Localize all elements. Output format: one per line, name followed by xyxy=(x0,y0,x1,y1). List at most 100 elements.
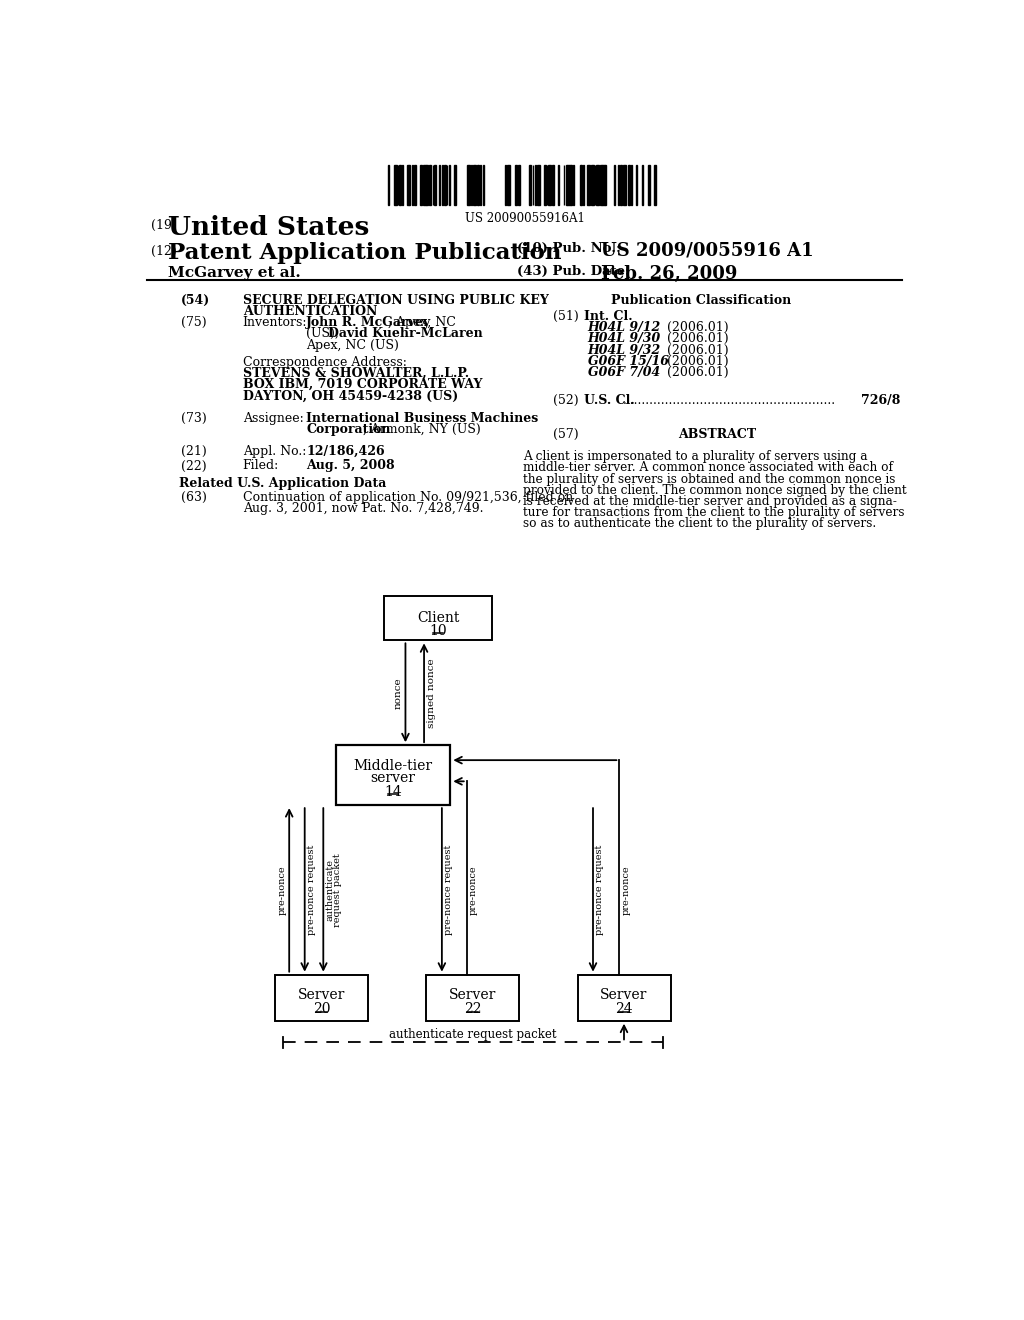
Text: Middle-tier: Middle-tier xyxy=(353,759,432,774)
Bar xyxy=(507,165,510,205)
Text: United States: United States xyxy=(168,215,370,240)
Text: so as to authenticate the client to the plurality of servers.: so as to authenticate the client to the … xyxy=(523,517,877,531)
Text: BOX IBM, 7019 CORPORATE WAY: BOX IBM, 7019 CORPORATE WAY xyxy=(243,379,482,391)
Text: Int. Cl.: Int. Cl. xyxy=(584,310,633,323)
Text: (75): (75) xyxy=(180,317,206,329)
Text: ture for transactions from the client to the plurality of servers: ture for transactions from the client to… xyxy=(523,506,905,519)
Bar xyxy=(648,165,649,205)
Text: (22): (22) xyxy=(180,459,206,473)
Bar xyxy=(467,165,470,205)
Bar xyxy=(426,165,428,205)
Text: Feb. 26, 2009: Feb. 26, 2009 xyxy=(601,264,737,282)
Text: Appl. No.:: Appl. No.: xyxy=(243,445,306,458)
Bar xyxy=(401,165,403,205)
Text: request packet: request packet xyxy=(333,853,342,927)
Text: pre-nonce: pre-nonce xyxy=(278,865,287,915)
Text: McGarvey et al.: McGarvey et al. xyxy=(168,267,301,280)
Text: signed nonce: signed nonce xyxy=(427,657,436,727)
Bar xyxy=(614,165,615,205)
Text: .......................................................: ........................................… xyxy=(623,395,836,408)
Bar xyxy=(399,165,400,205)
Bar xyxy=(384,595,493,640)
Text: G06F 7/04: G06F 7/04 xyxy=(588,366,659,379)
Bar xyxy=(567,165,570,205)
Text: Patent Application Publication: Patent Application Publication xyxy=(168,242,562,264)
Bar xyxy=(552,165,554,205)
Text: , Armonk, NY (US): , Armonk, NY (US) xyxy=(362,422,480,436)
Text: (52): (52) xyxy=(553,395,579,408)
Bar xyxy=(449,165,451,205)
Text: authenticate: authenticate xyxy=(326,859,335,921)
Text: Server: Server xyxy=(450,989,497,1002)
Bar xyxy=(426,974,519,1020)
Text: H04L 9/12: H04L 9/12 xyxy=(588,321,660,334)
Text: (19): (19) xyxy=(152,218,177,231)
Text: A client is impersonated to a plurality of servers using a: A client is impersonated to a plurality … xyxy=(523,450,868,463)
Text: 24: 24 xyxy=(615,1002,633,1016)
Bar xyxy=(529,165,531,205)
Text: US 20090055916A1: US 20090055916A1 xyxy=(465,213,585,226)
Bar xyxy=(275,974,369,1020)
Text: (43) Pub. Date:: (43) Pub. Date: xyxy=(517,264,630,277)
Text: provided to the client. The common nonce signed by the client: provided to the client. The common nonce… xyxy=(523,483,907,496)
Bar xyxy=(442,165,443,205)
Text: server: server xyxy=(371,771,416,785)
Text: , Apex, NC: , Apex, NC xyxy=(388,317,456,329)
Text: (2006.01): (2006.01) xyxy=(667,333,728,346)
Bar xyxy=(617,165,620,205)
Bar xyxy=(572,165,574,205)
Text: US 2009/0055916 A1: US 2009/0055916 A1 xyxy=(601,242,813,260)
Text: (51): (51) xyxy=(553,310,579,323)
Bar xyxy=(591,165,594,205)
Text: (10) Pub. No.:: (10) Pub. No.: xyxy=(517,242,621,255)
Text: U.S. Cl.: U.S. Cl. xyxy=(584,395,635,408)
Bar xyxy=(578,974,671,1020)
Text: (63): (63) xyxy=(180,491,207,504)
Text: 10: 10 xyxy=(429,624,446,639)
Text: the plurality of servers is obtained and the common nonce is: the plurality of servers is obtained and… xyxy=(523,473,896,486)
Bar xyxy=(548,165,551,205)
Bar xyxy=(518,165,520,205)
Text: (2006.01): (2006.01) xyxy=(667,321,728,334)
Text: Assignee:: Assignee: xyxy=(243,412,303,425)
Text: (54): (54) xyxy=(180,294,210,308)
Bar xyxy=(538,165,540,205)
Text: International Business Machines: International Business Machines xyxy=(306,412,539,425)
Text: H04L 9/30: H04L 9/30 xyxy=(588,333,660,346)
Bar xyxy=(394,165,397,205)
Text: (57): (57) xyxy=(553,428,579,441)
Bar xyxy=(388,165,389,205)
Text: Correspondence Address:: Correspondence Address: xyxy=(243,356,407,368)
Text: 22: 22 xyxy=(464,1002,481,1016)
Text: (2006.01): (2006.01) xyxy=(667,366,728,379)
Text: pre-nonce request: pre-nonce request xyxy=(595,845,604,935)
Bar xyxy=(473,165,476,205)
Bar xyxy=(407,165,409,205)
Bar xyxy=(454,165,456,205)
Text: Continuation of application No. 09/921,536, filed on: Continuation of application No. 09/921,5… xyxy=(243,491,573,504)
Text: (21): (21) xyxy=(180,445,207,458)
Text: (12): (12) xyxy=(152,244,177,257)
Text: Filed:: Filed: xyxy=(243,459,279,473)
Bar xyxy=(596,165,599,205)
Text: (73): (73) xyxy=(180,412,207,425)
Bar xyxy=(602,165,604,205)
Text: 14: 14 xyxy=(384,785,402,799)
Text: SECURE DELEGATION USING PUBLIC KEY: SECURE DELEGATION USING PUBLIC KEY xyxy=(243,294,549,308)
Text: nonce: nonce xyxy=(393,677,402,709)
Bar xyxy=(420,165,422,205)
Text: authenticate request packet: authenticate request packet xyxy=(389,1028,557,1040)
Bar xyxy=(471,165,472,205)
Bar xyxy=(624,165,627,205)
Text: H04L 9/32: H04L 9/32 xyxy=(588,343,660,356)
Text: Server: Server xyxy=(600,989,648,1002)
Text: 726/8: 726/8 xyxy=(861,395,901,408)
Bar xyxy=(336,744,451,805)
Text: Inventors:: Inventors: xyxy=(243,317,307,329)
Text: Publication Classification: Publication Classification xyxy=(611,294,792,308)
Bar xyxy=(621,165,622,205)
Text: pre-nonce: pre-nonce xyxy=(469,865,478,915)
Text: 12/186,426: 12/186,426 xyxy=(306,445,385,458)
Bar xyxy=(434,165,435,205)
Text: (2006.01): (2006.01) xyxy=(667,343,728,356)
